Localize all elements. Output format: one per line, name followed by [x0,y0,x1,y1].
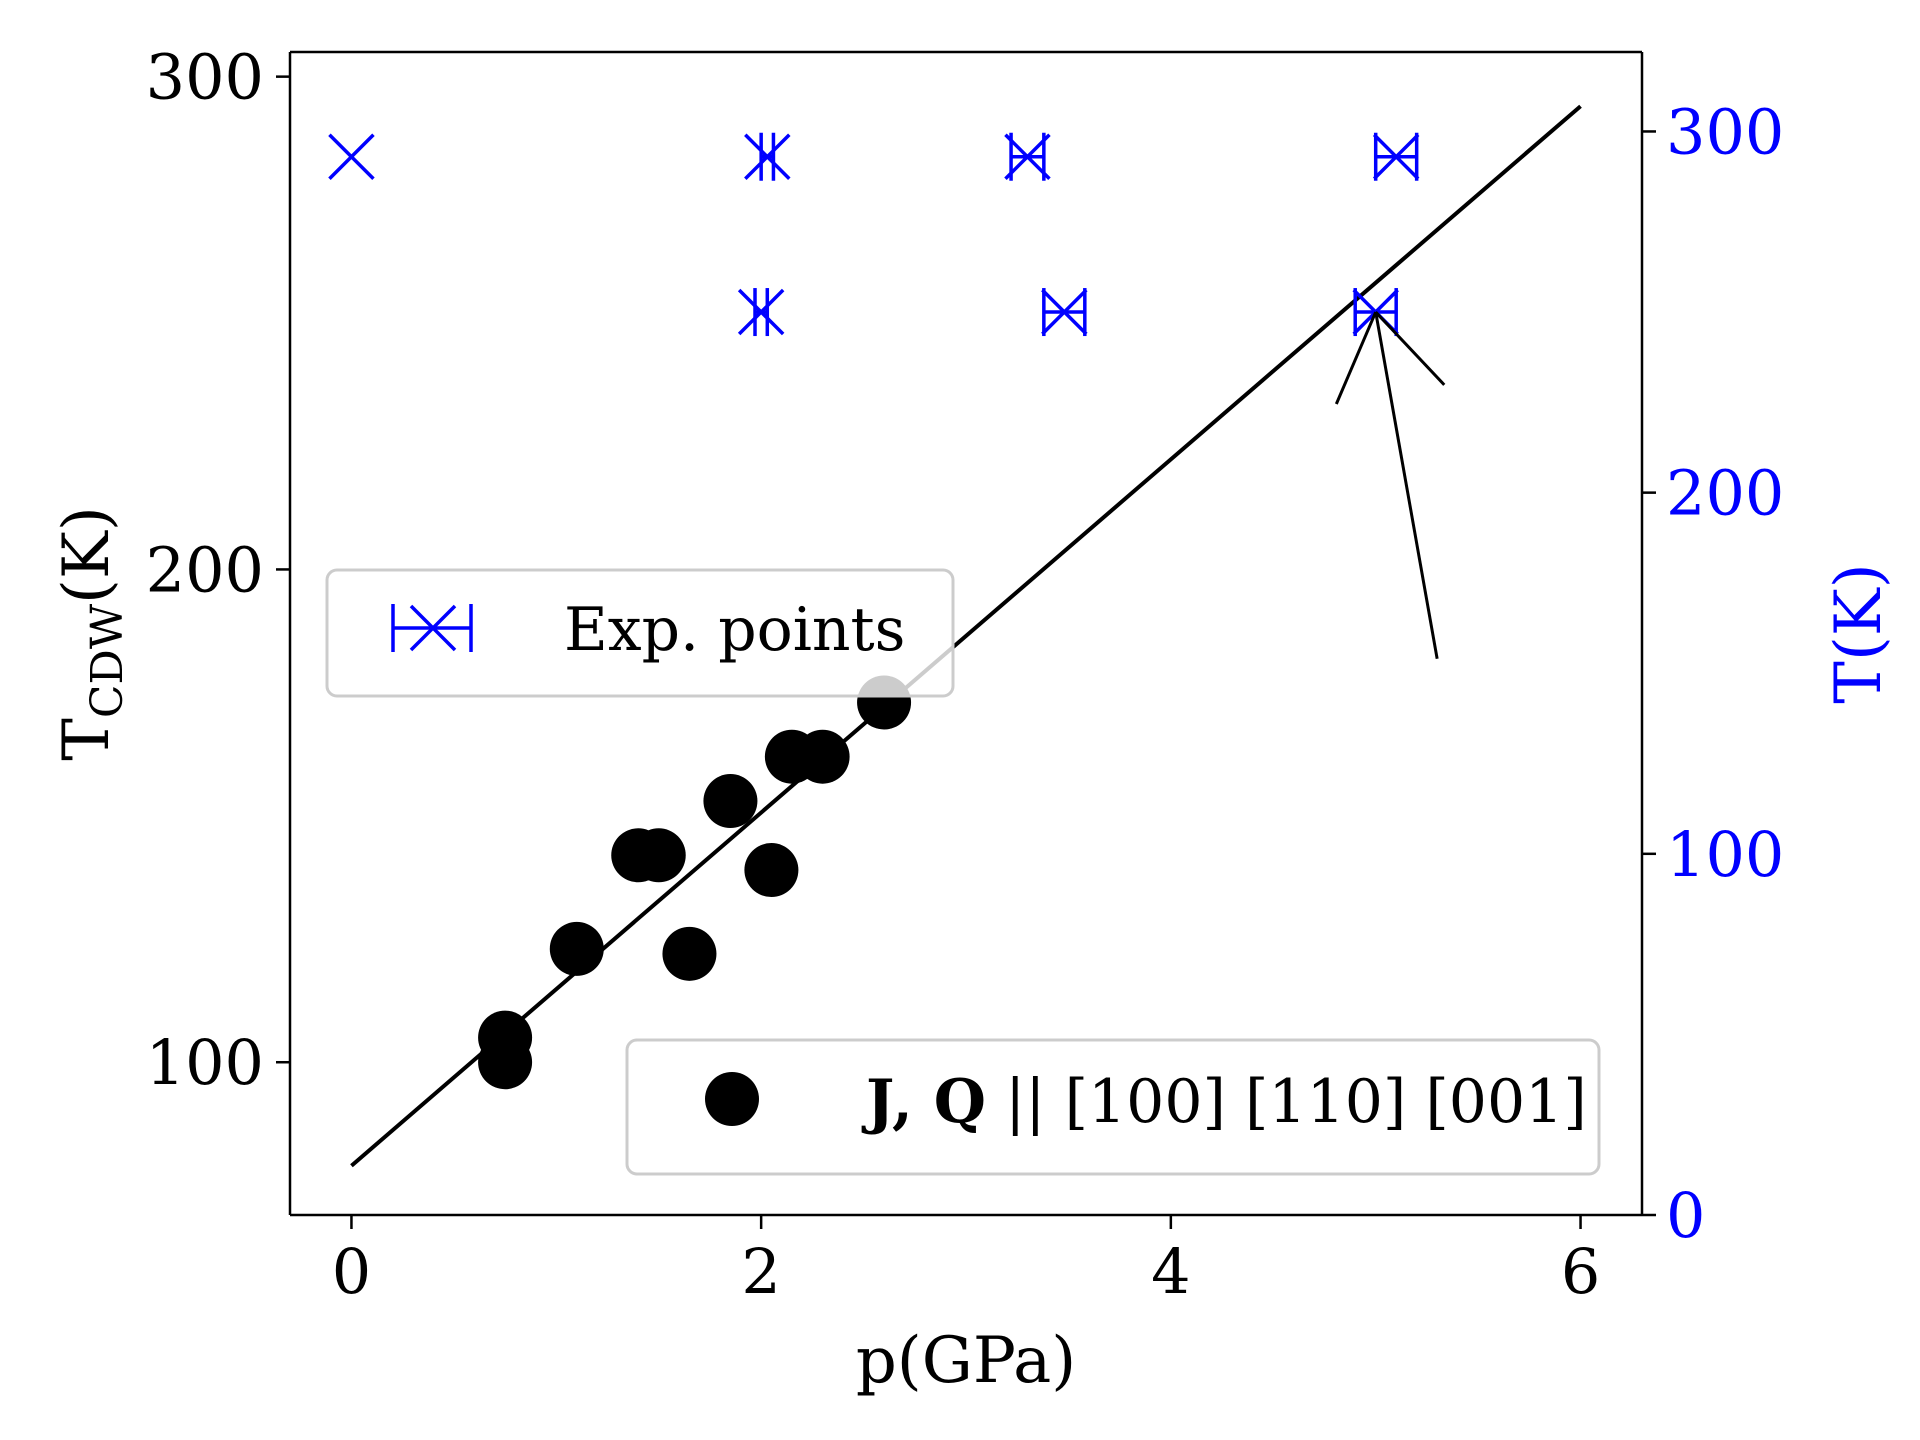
legend-circle-marker [705,1072,759,1126]
y-right-tick-label: 100 [1666,818,1784,891]
y-left-tick-label: 100 [146,1026,264,1099]
data-point-x [737,288,785,337]
x-marker-stroke [328,133,375,180]
data-point-circle [744,843,799,898]
arrow-shaft [1374,311,1439,660]
legend-calc-points: J, Q || [100] [110] [001] [625,1038,1601,1176]
y-left-axis-label: TCDW(K) [50,506,133,761]
legend-label-calc-points: J, Q || [100] [110] [001] [861,1067,1587,1137]
arrow-head [1374,311,1446,386]
legend-layer: Exp. points J, Q || [100] [110] [001] [325,568,1601,1176]
legend-exp-points: Exp. points [325,568,955,698]
legend-label-exp-points: Exp. points [564,595,905,665]
y-left-label-main: T [50,718,124,761]
y-right-axis-label: T(K) [1822,563,1896,703]
data-point-x [1004,132,1051,181]
y-right-tick-label: 300 [1666,95,1784,168]
data-point-circle [703,774,758,829]
x-tick-label: 0 [332,1235,371,1308]
data-point-x [1372,132,1420,181]
y-left-label-subscript: CDW [82,603,133,718]
data-point-circle [631,828,686,883]
data-point-circle [549,921,604,976]
legend-box [625,1038,1601,1176]
data-point-circle [478,1010,533,1065]
arrow-head [1334,311,1378,405]
fit-line [350,104,1582,1168]
legend-box [325,568,955,698]
x-tick-label: 2 [741,1235,780,1308]
y-left-label-unit: (K) [50,506,124,604]
x-tick-label: 4 [1151,1235,1190,1308]
legend-label-rest: || [100] [110] [001] [986,1067,1587,1137]
data-point-x [1041,288,1088,337]
x-tick-label: 6 [1561,1235,1600,1308]
data-point-x [744,132,791,181]
plot-layer [328,104,1582,1168]
data-point-circle [795,729,850,784]
y-right-tick-label: 200 [1666,457,1784,530]
x-axis-label: p(GPa) [856,1324,1076,1398]
data-point-x [328,133,375,180]
y-left-tick-label: 300 [146,41,264,114]
data-point-circle [662,926,717,981]
legend-label-bold: J, Q [861,1067,986,1137]
y-left-tick-label: 200 [146,533,264,606]
annotation-arrow [1334,311,1446,660]
y-right-tick-label: 0 [1666,1179,1705,1252]
